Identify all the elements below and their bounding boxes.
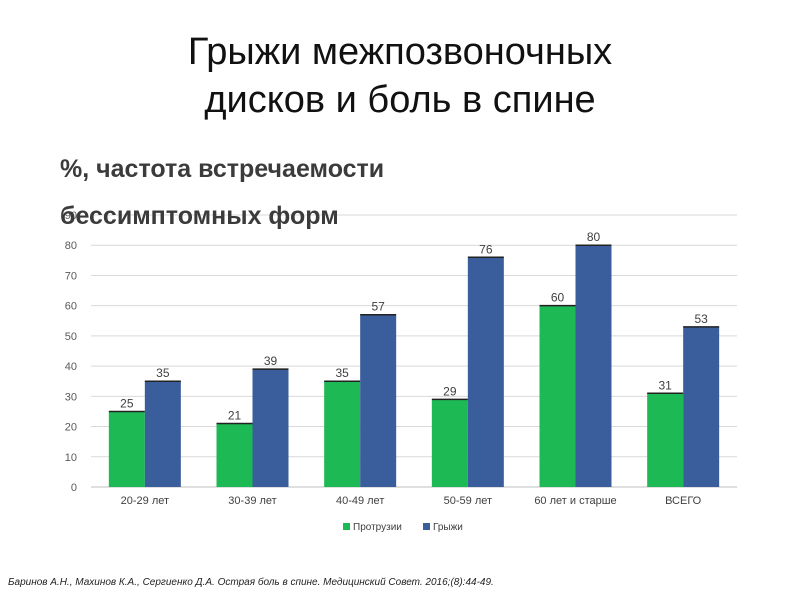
legend-label: Протрузии: [353, 522, 402, 533]
bar: [144, 381, 181, 487]
bar: [539, 305, 576, 487]
bar: [683, 326, 720, 487]
bar: [431, 399, 468, 487]
bar: [647, 393, 684, 487]
x-tick-label: 40-49 лет: [336, 495, 384, 507]
y-tick-label: 60: [65, 301, 77, 313]
y-tick-label: 90: [65, 210, 77, 222]
bar: [216, 423, 253, 487]
data-label: 60: [551, 291, 565, 305]
bar: [252, 369, 289, 487]
legend-label: Грыжи: [433, 522, 463, 533]
data-label: 76: [479, 242, 493, 256]
chart-title: %, частота встречаемости бессимптомных ф…: [60, 146, 480, 240]
y-tick-label: 20: [65, 422, 77, 434]
data-label: 80: [587, 230, 601, 244]
y-tick-label: 40: [65, 361, 77, 373]
data-label: 29: [443, 384, 457, 398]
data-label: 39: [264, 354, 278, 368]
x-tick-label: 30-39 лет: [228, 495, 276, 507]
data-label: 53: [694, 312, 708, 326]
y-tick-label: 50: [65, 331, 77, 343]
data-label: 31: [658, 378, 672, 392]
bar: [575, 245, 612, 487]
footnote: Баринов А.Н., Махинов К.А., Сергиенко Д.…: [8, 577, 494, 588]
y-tick-label: 70: [65, 270, 77, 282]
bar: [360, 314, 397, 487]
bar: [467, 257, 504, 487]
data-label: 25: [120, 396, 134, 410]
x-tick-label: ВСЕГО: [665, 495, 702, 507]
x-tick-label: 50-59 лет: [444, 495, 492, 507]
x-tick-label: 60 лет и старше: [534, 495, 616, 507]
legend-swatch: [343, 523, 350, 530]
bar: [108, 411, 145, 487]
y-tick-label: 30: [65, 391, 77, 403]
x-tick-label: 20-29 лет: [121, 495, 169, 507]
data-label: 35: [156, 366, 170, 380]
legend-swatch: [423, 523, 430, 530]
chart-title-line-2: бессимптомных форм: [60, 202, 339, 230]
slide-title-line-1: Грыжи межпозвоночных: [187, 31, 613, 73]
data-label: 35: [335, 366, 349, 380]
data-label: 21: [228, 409, 242, 423]
slide-title-line-2: дисков и боль в спине: [204, 79, 596, 121]
y-tick-label: 10: [65, 452, 77, 464]
data-label: 57: [371, 300, 385, 314]
y-tick-label: 80: [65, 240, 77, 252]
chart-title-line-1: %, частота встречаемости: [60, 155, 385, 183]
bar: [324, 381, 361, 487]
slide-title: Грыжи межпозвоночных дисков и боль в спи…: [60, 28, 740, 124]
y-tick-label: 0: [71, 482, 77, 494]
